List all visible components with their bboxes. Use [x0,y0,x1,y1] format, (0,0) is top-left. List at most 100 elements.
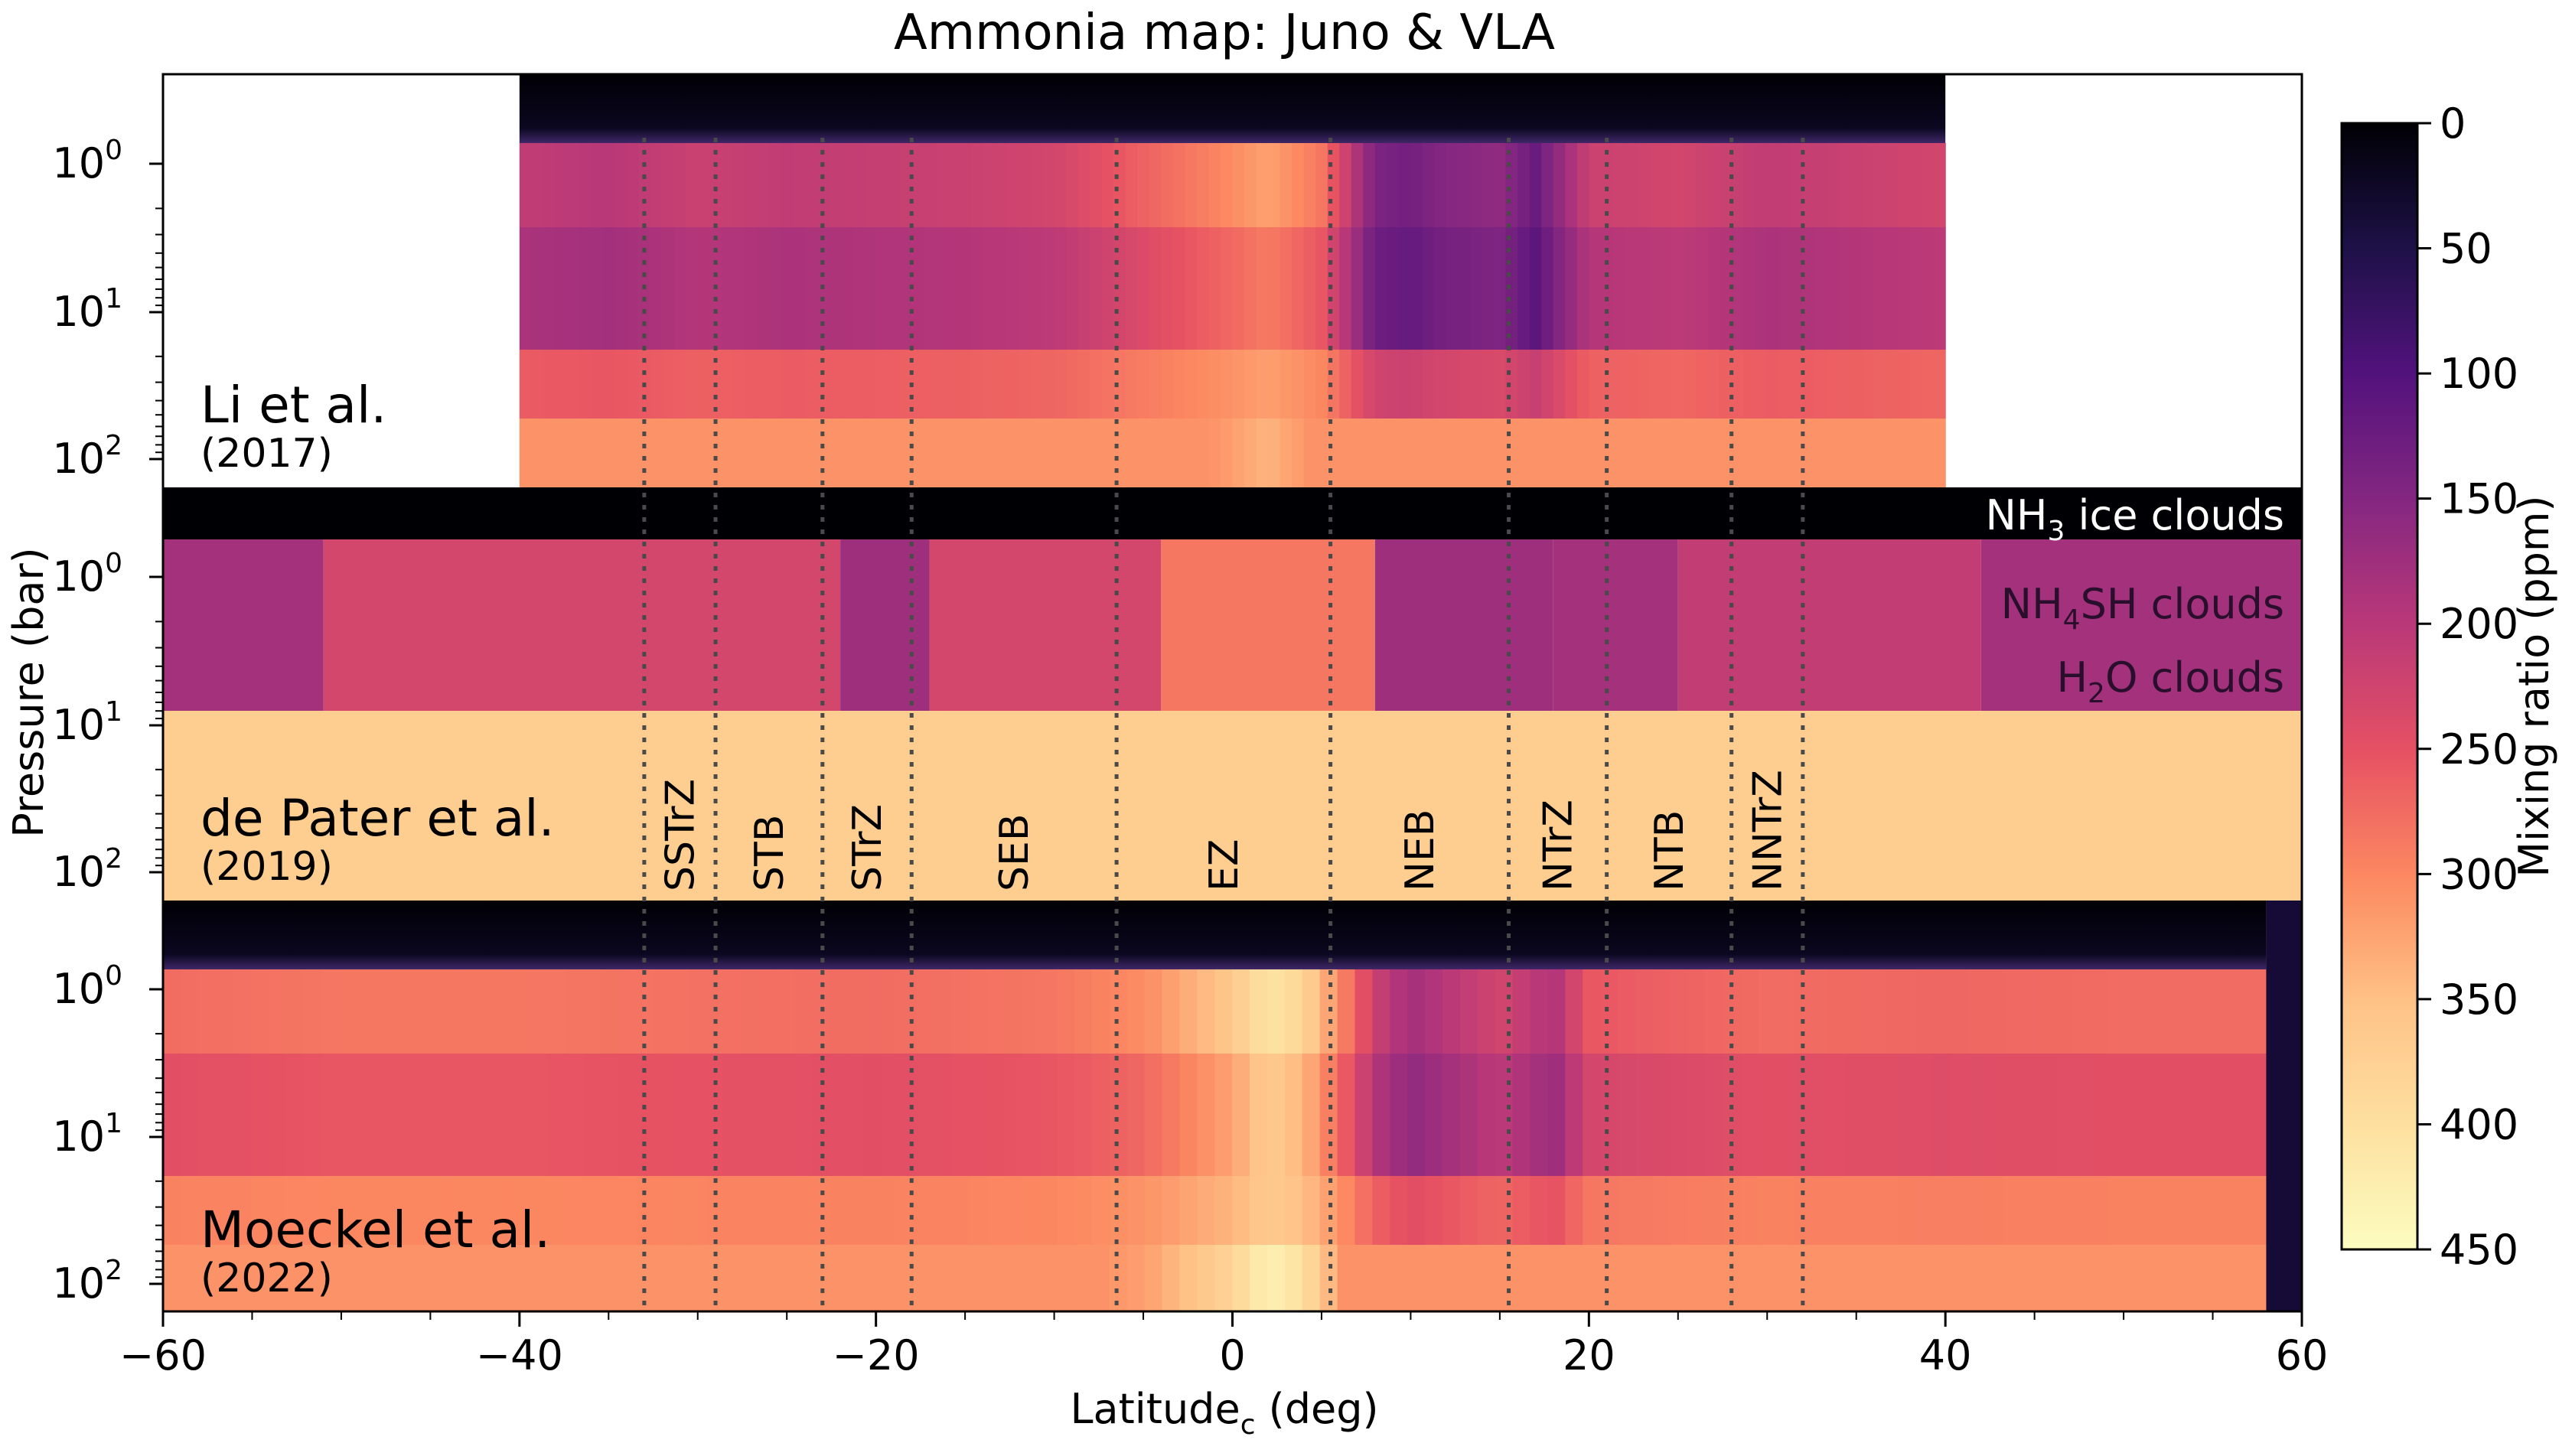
moeckel-cell [1074,1245,1093,1311]
li-cell [1256,419,1269,487]
moeckel-cell [1390,1176,1408,1245]
li-cell [1374,143,1387,227]
moeckel-cell [1057,1245,1075,1311]
li-cell [1826,350,1840,419]
zone-lines: SSTrZ STB STrZ SEB EZ NEB NTrZ NTB NNTrZ [642,138,1805,1311]
li-cell [1731,419,1744,487]
moeckel-cell [864,1054,882,1176]
li-cell [1494,143,1507,227]
moeckel-cell [1951,1054,1969,1176]
moeckel-cell [2195,969,2215,1054]
li-cell [923,419,936,487]
li-cell [1077,227,1090,350]
moeckel-cell [1197,1176,1215,1245]
chart-title: Ammonia map: Juno & VLA [894,5,1555,61]
li-cell [923,143,936,227]
li-cell [1256,227,1269,350]
li-cell [602,143,615,227]
li-cell [1529,419,1542,487]
li-cell [1220,350,1234,419]
moeckel-cell [2126,1054,2144,1176]
y-tick-label: 101 [52,283,122,336]
moeckel-cell [829,1245,847,1311]
moeckel-cell [408,969,427,1054]
moeckel-cell [1126,969,1146,1054]
moeckel-cell [969,1176,988,1245]
cloud-label: NH4SH clouds [2001,580,2284,636]
li-cell [1767,227,1780,350]
li-cell [638,143,651,227]
colorbar-tick-label: 50 [2440,225,2492,273]
li-cell [1303,419,1316,487]
li-cell [1898,419,1911,487]
li-cell [935,227,948,350]
li-cell [1720,350,1733,419]
moeckel-cell [811,1054,830,1176]
li-cell [1446,143,1459,227]
li-cell [792,143,806,227]
moeckel-cell [2108,1054,2127,1176]
moeckel-cell [1179,969,1198,1054]
moeckel-cell [776,1176,795,1245]
li-cell [852,419,865,487]
li-cell [1838,143,1851,227]
li-cell [1529,350,1542,419]
li-cell [543,419,556,487]
li-cell [768,227,782,350]
moeckel-cell [1600,1176,1619,1245]
li-cell [1684,143,1697,227]
li-cell [1387,227,1400,350]
moeckel-cell [1635,969,1654,1054]
li-cell [1505,227,1518,350]
li-cell [1874,350,1887,419]
moeckel-cell [2073,969,2091,1054]
moeckel-cell [2091,1245,2109,1311]
moeckel-cell [443,1054,461,1176]
moeckel-cell [2020,1054,2039,1176]
li-cell [1778,227,1791,350]
li-cell [864,227,877,350]
x-tick-label: 40 [1919,1331,1972,1379]
li-cell [1589,227,1602,350]
li-cell [1172,143,1185,227]
li-cell [1553,350,1566,419]
panel-moeckel [163,901,2302,1311]
moeckel-cell [1530,969,1548,1054]
li-cell [1315,227,1328,350]
li-cell [662,143,675,227]
moeckel-cell [566,1176,585,1245]
li-cell [1196,419,1210,487]
x-axis-label: Latitudec (deg) [1070,1385,1378,1441]
li-cell [1862,419,1875,487]
li-cell [1636,143,1649,227]
moeckel-cell [916,1245,935,1311]
moeckel-cell [1004,969,1022,1054]
moeckel-cell [1459,1176,1478,1245]
moeckel-cell [618,1176,637,1245]
moeckel-cell [478,1245,497,1311]
moeckel-cell [723,1245,742,1311]
moeckel-cell [583,1054,602,1176]
moeckel-cell [1372,1245,1390,1311]
li-cell [662,227,675,350]
moeckel-cell [1968,1176,1987,1245]
moeckel-cell [2038,969,2057,1054]
moeckel-cell [583,969,602,1054]
moeckel-cell [513,1176,532,1245]
li-cell [781,143,794,227]
moeckel-cell [1933,1054,1951,1176]
moeckel-cell [1810,1054,1829,1176]
li-cell [1755,350,1768,419]
moeckel-cell [1565,1245,1583,1311]
li-cell [1636,227,1649,350]
moeckel-cell [1337,1245,1356,1311]
moeckel-cell [1985,1245,2004,1311]
li-cell [1339,350,1352,419]
moeckel-cell [846,1054,865,1176]
moeckel-cell [215,1245,234,1311]
li-cell [721,419,734,487]
li-cell [733,227,746,350]
li-cell [1363,143,1376,227]
li-cell [1600,419,1613,487]
colorbar-tick-label: 300 [2440,850,2518,898]
